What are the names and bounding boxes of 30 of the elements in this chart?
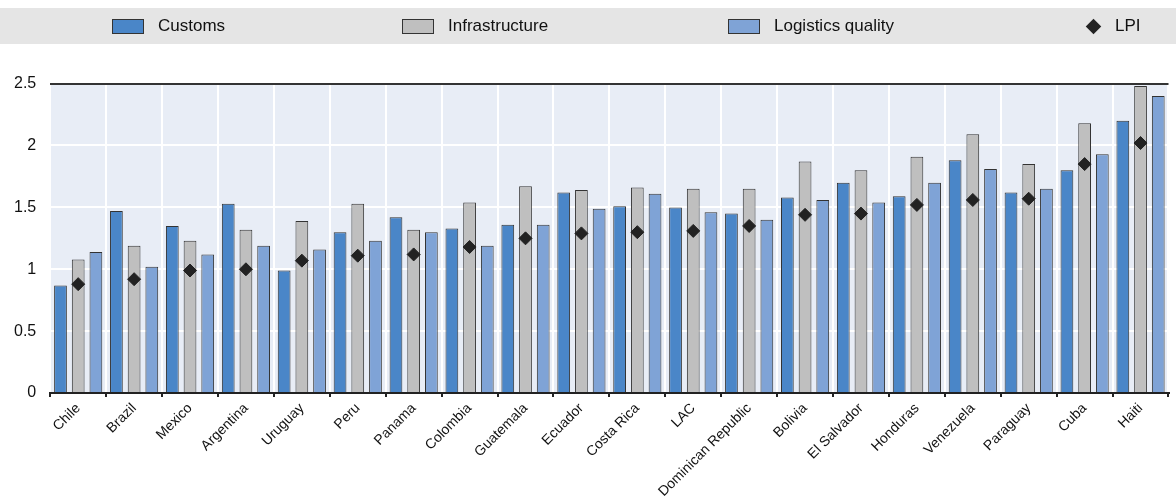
point bbox=[238, 262, 253, 277]
point bbox=[183, 263, 198, 278]
point bbox=[350, 248, 365, 263]
legend-label: LPI bbox=[1115, 16, 1141, 36]
legend-label: Customs bbox=[158, 16, 226, 36]
point bbox=[462, 240, 477, 255]
point bbox=[965, 192, 980, 207]
point bbox=[909, 197, 924, 212]
point bbox=[1077, 157, 1092, 172]
point bbox=[406, 247, 421, 262]
y-tick-label: 2.5 bbox=[13, 74, 37, 92]
point bbox=[574, 226, 589, 241]
point bbox=[686, 223, 701, 238]
point bbox=[518, 231, 533, 246]
point bbox=[630, 225, 645, 240]
point bbox=[1021, 191, 1036, 206]
point bbox=[798, 207, 813, 222]
legend-label: Infrastructure bbox=[448, 16, 549, 36]
point bbox=[127, 272, 142, 287]
y-tick-label: 2 bbox=[27, 135, 37, 153]
point bbox=[853, 206, 868, 221]
y-tick-label: 0.5 bbox=[13, 321, 37, 339]
point bbox=[294, 253, 309, 268]
point bbox=[742, 218, 757, 233]
y-tick-label: 1 bbox=[27, 259, 37, 277]
y-tick-label: 1.5 bbox=[13, 197, 37, 215]
point bbox=[71, 277, 86, 292]
y-tick-label: 0 bbox=[27, 383, 37, 401]
point bbox=[1133, 136, 1148, 151]
legend-label: Logistics quality bbox=[774, 16, 895, 36]
